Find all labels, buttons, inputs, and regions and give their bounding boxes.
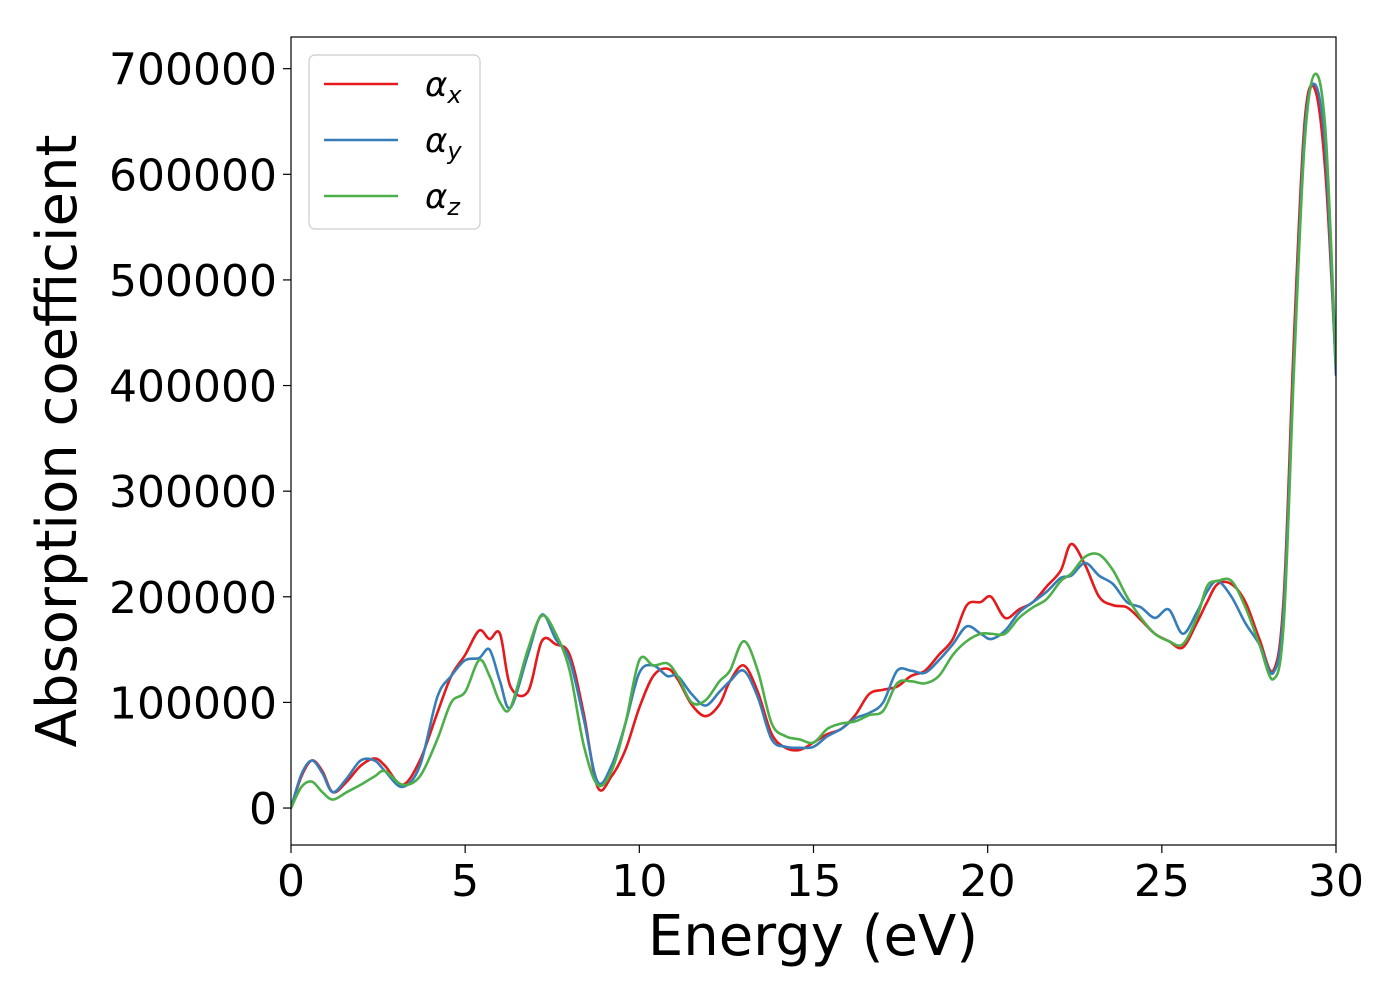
x-tick-label: 30 [1308,856,1364,907]
legend-label-y: αy [425,121,462,165]
x-axis-title: Energy (eV) [648,904,978,969]
y-axis-title: Absorption coefficient [25,135,90,748]
legend-label-x: αx [425,65,462,109]
legend-label-z: αz [425,177,461,221]
series-layer [291,72,1336,810]
legend-label-subscript: x [446,81,462,109]
y-tick-label: 200000 [109,573,277,624]
x-tick-label: 25 [1134,856,1190,907]
x-tick-label: 20 [960,856,1016,907]
x-tick-label: 10 [611,856,667,907]
y-axis-ticks: 0 100000 200000 300000 400000 500000 600000 700… [109,45,291,835]
legend-label-symbol: α [425,177,447,217]
legend-label-subscript: z [446,193,461,221]
y-tick-label: 400000 [109,362,277,413]
y-tick-label: 600000 [109,150,277,201]
y-tick-label: 100000 [109,678,277,729]
x-tick-label: 0 [277,856,305,907]
y-tick-label: 500000 [109,256,277,307]
x-tick-label: 5 [451,856,479,907]
x-tick-label: 15 [786,856,842,907]
x-axis-ticks: 0 5 10 15 20 25 30 [277,845,1364,907]
y-tick-label: 300000 [109,467,277,518]
y-tick-label: 700000 [109,45,277,96]
legend-frame [308,54,481,230]
series-line-z [291,72,1336,810]
legend-label-symbol: α [425,121,447,161]
y-tick-label: 0 [249,784,277,835]
legend-label-symbol: α [425,65,447,105]
legend-label-subscript: y [446,137,462,165]
series-line-y [291,82,1336,810]
